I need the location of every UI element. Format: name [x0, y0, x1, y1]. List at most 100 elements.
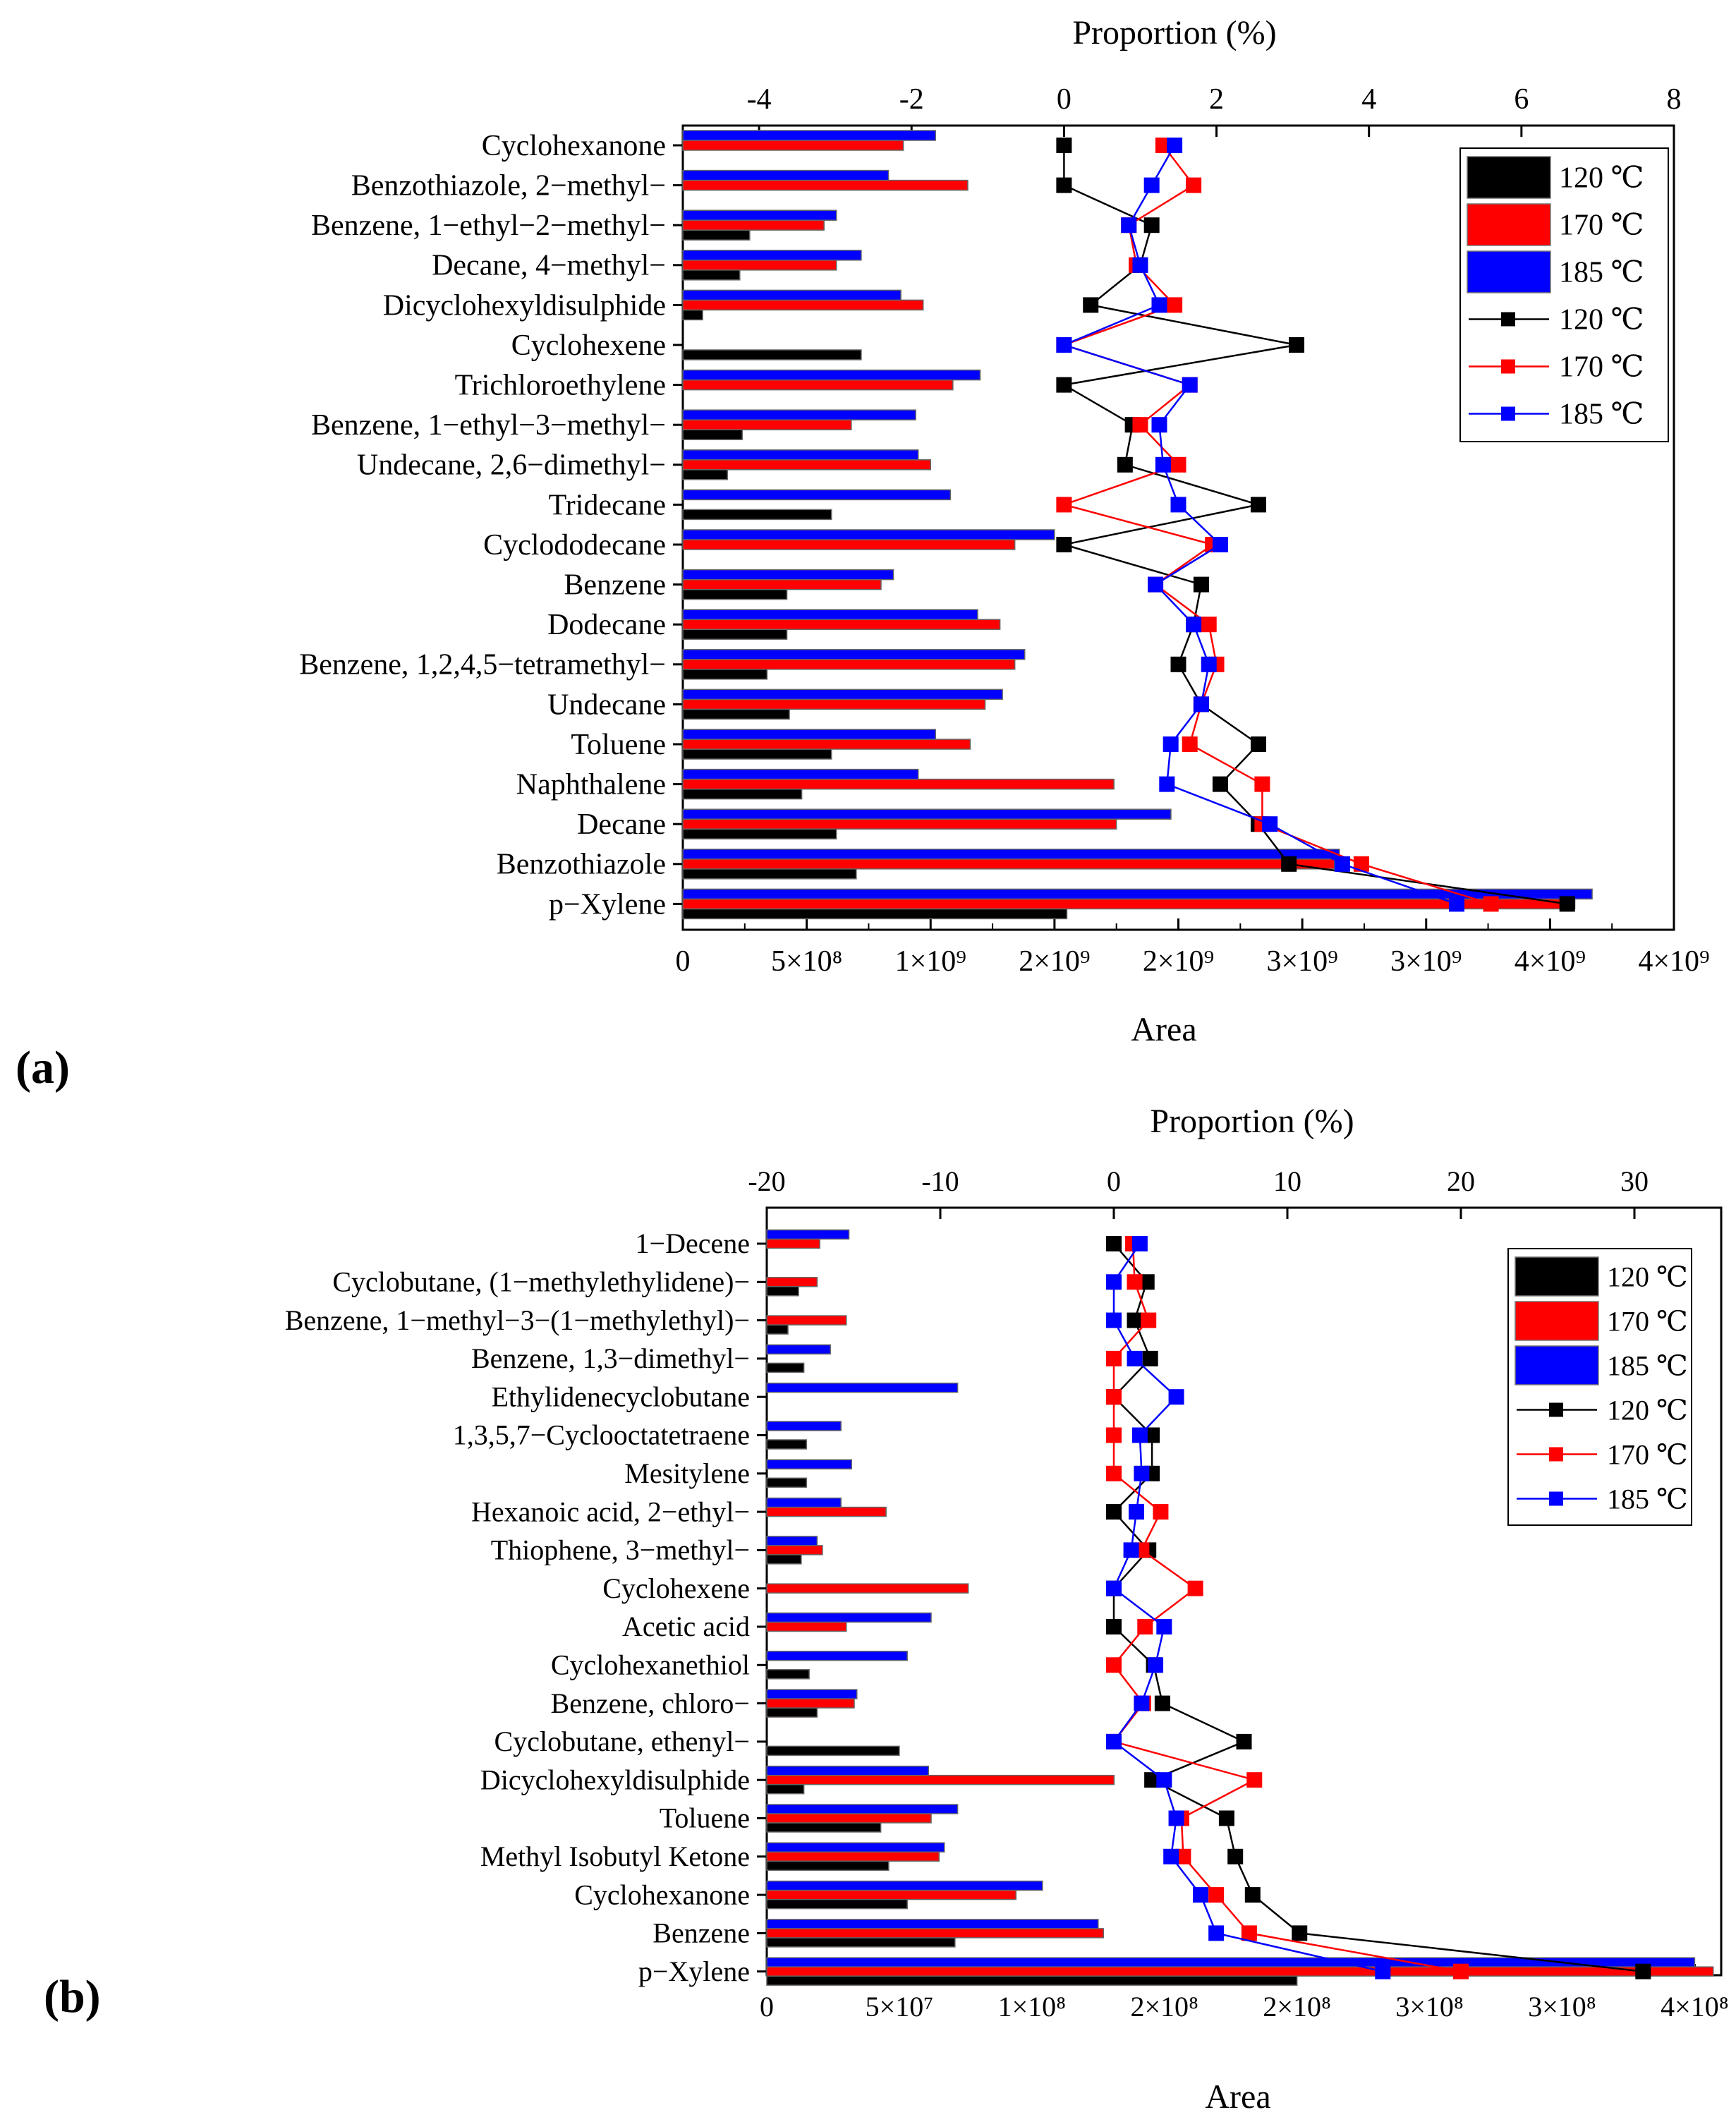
panel-a: Proportion (%) Area (a) Cyclohexanone Ben…: [16, 14, 1710, 1093]
line-marker: [1334, 856, 1350, 872]
line-marker: [1132, 257, 1148, 273]
line-marker: [1156, 1619, 1172, 1634]
line-marker: [1175, 1848, 1191, 1864]
line-marker: [1635, 1963, 1651, 1979]
bar: [766, 1804, 959, 1814]
bar: [766, 1439, 808, 1450]
line-marker: [1159, 776, 1175, 792]
x-tick-label: 4×10⁹: [1515, 945, 1586, 978]
x-tick-label: 3×10⁹: [1266, 945, 1337, 978]
category-label: Cyclohexanethiol: [551, 1649, 750, 1681]
bar: [682, 419, 852, 430]
line-marker: [1208, 1925, 1225, 1941]
bar: [682, 609, 978, 620]
bar: [766, 1765, 930, 1776]
x-tick-label: 4×10⁸: [1661, 1991, 1729, 2022]
line-marker: [1134, 1465, 1150, 1481]
bar: [766, 1229, 850, 1240]
line-marker: [1056, 377, 1072, 393]
bar: [766, 1477, 808, 1488]
category-label: Dicyclohexyldisulphide: [383, 289, 666, 322]
category-label: Acetic acid: [622, 1611, 750, 1642]
line-marker: [1241, 1925, 1257, 1941]
bar: [682, 859, 1335, 870]
category-label: Cyclobutane, (1−methylethylidene)−: [332, 1266, 750, 1298]
line-marker: [1375, 1963, 1391, 1979]
line-marker: [1170, 497, 1186, 513]
line-marker: [1201, 656, 1217, 672]
bar: [766, 1459, 853, 1470]
bar: [682, 578, 882, 590]
x-tick-label: 3×10⁹: [1390, 945, 1462, 978]
line-marker: [1170, 656, 1186, 672]
line-marker: [1117, 456, 1133, 473]
legend-swatch: [1515, 1345, 1599, 1385]
panel-a-plot: Cyclohexanone Benzothiazole, 2−methyl− Ben…: [299, 83, 1709, 978]
line-marker: [1127, 1274, 1143, 1290]
line-marker: [1123, 1542, 1139, 1558]
bar: [682, 210, 837, 221]
bar: [682, 898, 1576, 910]
bar: [682, 459, 931, 471]
legend-marker: [1501, 359, 1515, 374]
line-marker: [1148, 576, 1164, 593]
category-label: Benzene: [652, 1917, 750, 1949]
line-marker: [1128, 1504, 1144, 1520]
bar: [682, 778, 1115, 790]
category-label: Ethylidenecyclobutane: [491, 1381, 750, 1412]
line-marker: [1106, 1350, 1122, 1366]
line-marker: [1193, 1887, 1208, 1903]
legend-marker: [1501, 406, 1515, 421]
line-marker: [1186, 177, 1202, 193]
line-marker: [1250, 736, 1266, 752]
category-label: Cyclohexene: [602, 1572, 750, 1604]
bar: [682, 539, 1016, 550]
bar: [682, 629, 788, 640]
category-label: Benzene, 1,3−dimethyl−: [471, 1342, 750, 1374]
line-marker: [1139, 1274, 1155, 1290]
line-marker: [1182, 377, 1198, 393]
x-tick-label: 3×10⁸: [1395, 1991, 1464, 2022]
category-label: Cyclohexanone: [574, 1879, 750, 1910]
bar: [766, 1842, 945, 1853]
bar: [766, 1745, 900, 1757]
line-marker: [1137, 1619, 1153, 1634]
line-marker: [1244, 1887, 1261, 1903]
x-tick-label: 2×10⁹: [1019, 945, 1090, 978]
bar: [766, 1545, 823, 1555]
category-label: p−Xylene: [638, 1955, 750, 1987]
bar: [682, 299, 924, 311]
category-label: Benzothiazole, 2−methyl−: [351, 169, 666, 202]
category-label: Cyclododecane: [483, 529, 666, 562]
bar: [682, 669, 768, 680]
line-marker: [1142, 1350, 1158, 1366]
panel-b-xlabel: Area: [1205, 2078, 1270, 2116]
line-marker: [1106, 1274, 1122, 1290]
line-marker: [1281, 856, 1297, 872]
bar: [682, 130, 937, 141]
legend-label: 185 ℃: [1559, 257, 1644, 289]
x2-tick-label: 10: [1273, 1165, 1301, 1197]
bar: [682, 849, 1340, 860]
line-marker: [1106, 1465, 1122, 1481]
bar: [766, 1324, 789, 1335]
x-tick-label: 0: [676, 945, 691, 978]
line-marker: [1218, 1810, 1234, 1826]
bar: [682, 219, 825, 231]
bar: [682, 449, 919, 461]
x-tick-label: 2×10⁸: [1263, 1991, 1331, 2022]
bar: [682, 260, 837, 271]
category-label: Benzene, 1−ethyl−3−methyl−: [311, 409, 666, 442]
line-marker: [1353, 856, 1369, 872]
x2-tick-label: 20: [1447, 1165, 1475, 1197]
bar: [766, 1898, 908, 1910]
line-marker: [1056, 337, 1072, 353]
bar: [766, 1554, 802, 1565]
line-marker: [1106, 1733, 1122, 1749]
legend-marker: [1549, 1402, 1563, 1417]
bar: [766, 1506, 887, 1517]
category-label: Thiophene, 3−methyl−: [491, 1534, 750, 1566]
panel-b-label: (b): [44, 1971, 101, 2022]
legend-label: 120 ℃: [1607, 1261, 1688, 1293]
